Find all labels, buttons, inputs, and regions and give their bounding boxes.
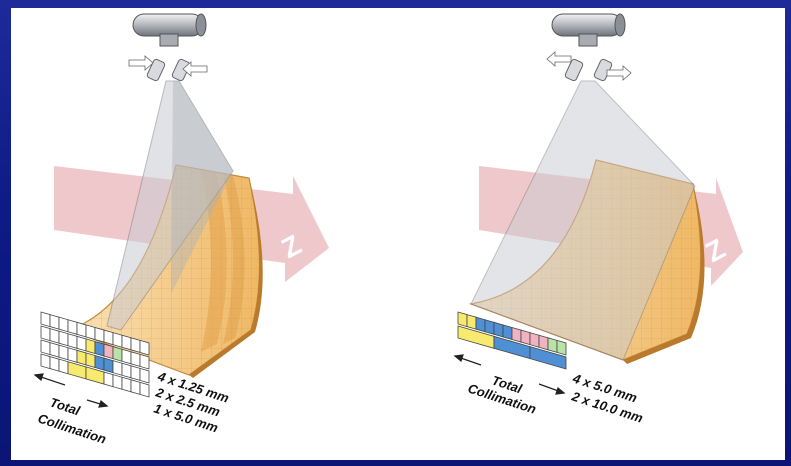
detector-collimation-diagram: Z <box>33 13 743 447</box>
right-detector-row-grid <box>457 311 567 370</box>
left-detector-row-grid <box>40 311 150 398</box>
x-ray-beam-fan <box>106 80 234 331</box>
collimator-icon <box>128 55 208 82</box>
right-total-collimation-arrow <box>453 354 566 395</box>
left-total-collimation-arrow <box>33 373 109 408</box>
slide-panel: Z <box>11 8 785 460</box>
left-illustration: Z <box>33 13 329 447</box>
x-ray-tube-icon <box>551 13 626 47</box>
right-illustration: Z Total Collimation <box>453 13 743 426</box>
x-ray-tube-icon <box>132 13 207 47</box>
x-ray-beam-fan <box>470 80 696 361</box>
collimator-icon <box>546 51 632 82</box>
